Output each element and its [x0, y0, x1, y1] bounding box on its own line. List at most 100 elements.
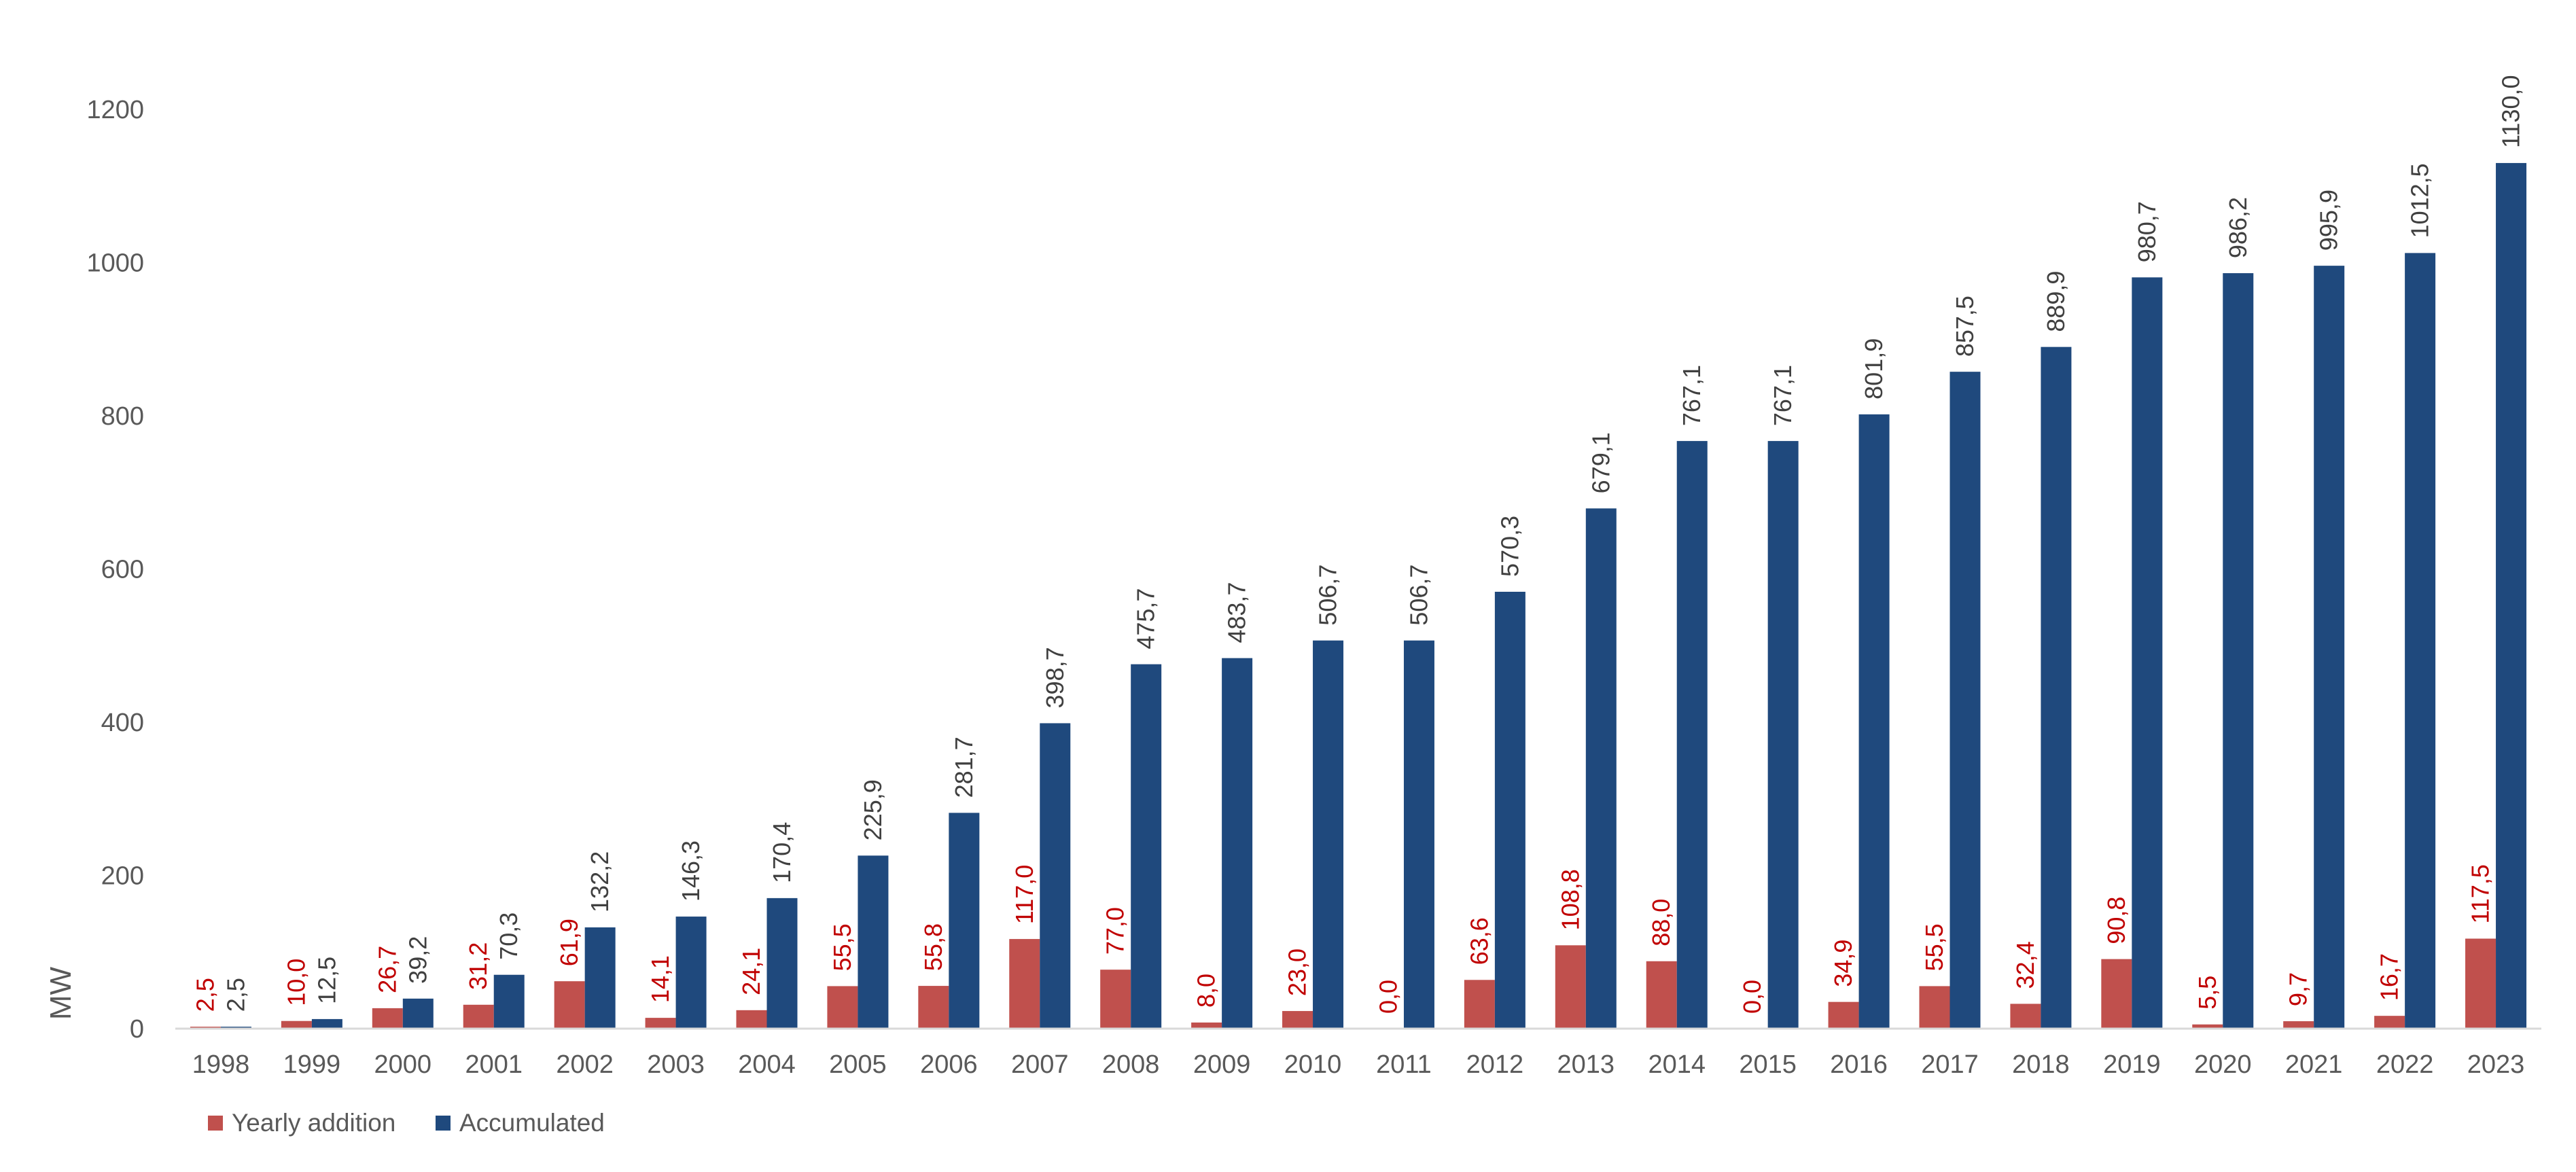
- bar-accumulated: [2405, 253, 2436, 1029]
- data-label-yearly-addition: 23,0: [1284, 948, 1311, 996]
- data-label-yearly-addition: 55,5: [1920, 923, 1948, 971]
- bar-yearly-addition: [736, 1010, 767, 1029]
- data-label-accumulated: 570,3: [1496, 516, 1523, 577]
- y-axis: 0 200 400 600 800 1000 1200: [86, 96, 144, 1044]
- x-tick-label: 2016: [1830, 1050, 1888, 1079]
- bar-accumulated: [2496, 162, 2527, 1029]
- y-tick-label: 1200: [86, 96, 144, 124]
- bar-accumulated: [2132, 277, 2163, 1029]
- x-tick-label: 2002: [556, 1050, 614, 1079]
- x-tick-label: 2000: [374, 1050, 432, 1079]
- y-tick-label: 0: [130, 1015, 144, 1044]
- bar-accumulated: [1949, 372, 1981, 1029]
- legend: Yearly addition Accumulated: [208, 1109, 605, 1137]
- data-label-accumulated: 1012,5: [2406, 163, 2434, 238]
- data-label-yearly-addition: 2,5: [191, 978, 219, 1012]
- x-tick-label: 2020: [2194, 1050, 2252, 1079]
- y-tick-label: 1000: [86, 249, 144, 278]
- bar-accumulated: [1222, 658, 1253, 1029]
- data-label-yearly-addition: 63,6: [1465, 917, 1493, 965]
- data-label-accumulated: 857,5: [1951, 296, 1979, 357]
- bar-accumulated: [402, 998, 434, 1029]
- x-tick-label: 2017: [1921, 1050, 1979, 1079]
- x-tick-label: 2018: [2012, 1050, 2070, 1079]
- bar-yearly-addition: [1828, 1001, 1859, 1029]
- bar-yearly-addition: [1191, 1022, 1222, 1029]
- x-tick-label: 2015: [1739, 1050, 1797, 1079]
- bar-accumulated: [858, 855, 889, 1029]
- data-label-yearly-addition: 0,0: [1374, 980, 1402, 1014]
- y-tick-label: 200: [101, 862, 144, 891]
- bar-accumulated: [1040, 723, 1071, 1029]
- data-label-accumulated: 767,1: [1678, 365, 1706, 426]
- bar-yearly-addition: [2010, 1004, 2041, 1029]
- data-label-accumulated: 1130,0: [2497, 75, 2525, 147]
- y-tick-label: 400: [101, 709, 144, 737]
- x-tick-label: 2009: [1193, 1050, 1251, 1079]
- data-label-accumulated: 980,7: [2133, 201, 2161, 262]
- bar-accumulated: [1403, 640, 1434, 1029]
- bar-accumulated: [311, 1018, 342, 1029]
- bar-accumulated: [1585, 508, 1617, 1029]
- bar-yearly-addition: [2283, 1021, 2314, 1029]
- bar-accumulated: [1131, 664, 1162, 1029]
- x-tick-label: 2023: [2467, 1050, 2525, 1079]
- data-label-yearly-addition: 55,5: [828, 923, 856, 971]
- data-label-yearly-addition: 90,8: [2102, 897, 2130, 944]
- data-label-yearly-addition: 117,0: [1010, 865, 1038, 924]
- bar-accumulated: [2041, 347, 2072, 1029]
- x-tick-label: 2004: [738, 1050, 796, 1079]
- bar-accumulated: [2314, 266, 2345, 1029]
- y-axis-label: MW: [44, 966, 77, 1020]
- x-tick-label: 2013: [1557, 1050, 1615, 1079]
- data-label-accumulated: 767,1: [1769, 365, 1797, 426]
- data-label-yearly-addition: 5,5: [2193, 976, 2221, 1010]
- bar-yearly-addition: [918, 986, 949, 1029]
- legend-label-accumulated: Accumulated: [459, 1109, 605, 1137]
- bar-accumulated: [2223, 273, 2254, 1029]
- bar-yearly-addition: [1100, 970, 1131, 1029]
- data-label-accumulated: 225,9: [859, 779, 887, 840]
- bar-yearly-addition: [281, 1020, 312, 1029]
- x-tick-label: 2005: [829, 1050, 887, 1079]
- bar-accumulated: [493, 974, 525, 1029]
- bar-yearly-addition: [463, 1004, 494, 1029]
- bar-accumulated: [1858, 414, 1890, 1029]
- data-label-accumulated: 475,7: [1132, 588, 1160, 650]
- data-label-yearly-addition: 31,2: [464, 942, 492, 990]
- data-label-accumulated: 39,2: [404, 936, 431, 984]
- data-label-yearly-addition: 8,0: [1193, 974, 1220, 1008]
- bar-yearly-addition: [1646, 961, 1677, 1029]
- bar-accumulated: [1494, 591, 1525, 1029]
- data-label-accumulated: 483,7: [1223, 582, 1251, 643]
- bar-accumulated: [766, 898, 798, 1029]
- data-label-yearly-addition: 24,1: [737, 948, 765, 995]
- x-tick-label: 2011: [1376, 1050, 1432, 1079]
- legend-label-yearly-addition: Yearly addition: [232, 1109, 395, 1137]
- x-tick-label: 2010: [1284, 1050, 1342, 1079]
- bar-accumulated: [1767, 441, 1799, 1029]
- data-label-yearly-addition: 77,0: [1101, 907, 1129, 955]
- legend-swatch-yearly-addition: [208, 1116, 223, 1131]
- x-tick-label: 2007: [1011, 1050, 1069, 1079]
- bar-yearly-addition: [372, 1008, 403, 1029]
- data-label-accumulated: 70,3: [495, 912, 523, 960]
- x-tick-label: 2001: [465, 1050, 523, 1079]
- data-label-accumulated: 506,7: [1314, 565, 1342, 626]
- bar-accumulated: [675, 917, 707, 1029]
- x-tick-label: 2006: [920, 1050, 978, 1079]
- data-label-yearly-addition: 55,8: [919, 923, 947, 971]
- x-tick-label: 2021: [2285, 1050, 2343, 1079]
- data-label-accumulated: 889,9: [2042, 271, 2070, 332]
- data-label-yearly-addition: 16,7: [2376, 953, 2403, 1001]
- bar-yearly-addition: [2192, 1024, 2223, 1029]
- y-tick-label: 800: [101, 402, 144, 431]
- data-label-accumulated: 132,2: [586, 851, 614, 912]
- data-label-yearly-addition: 14,1: [646, 955, 674, 1003]
- bar-yearly-addition: [1282, 1011, 1313, 1029]
- x-tick-label: 2019: [2103, 1050, 2161, 1079]
- data-label-accumulated: 2,5: [222, 978, 249, 1012]
- bar-accumulated: [1313, 640, 1344, 1029]
- y-tick-label: 600: [101, 556, 144, 584]
